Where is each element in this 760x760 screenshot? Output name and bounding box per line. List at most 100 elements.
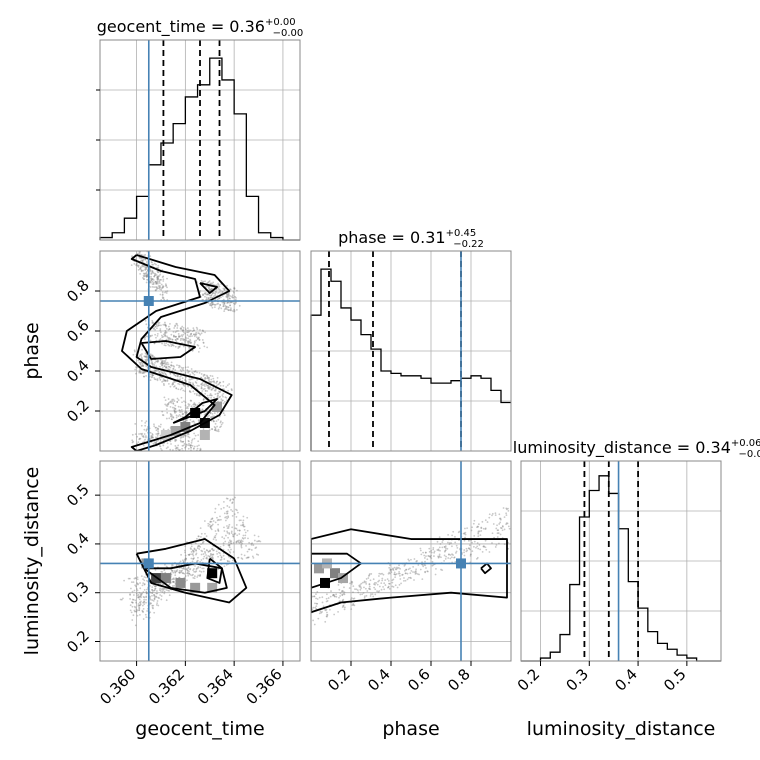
scatter-point [215,539,217,541]
scatter-point [145,595,148,598]
scatter-point [155,286,158,289]
scatter-point [135,372,137,375]
scatter-point [234,527,237,530]
scatter-point [193,568,195,570]
scatter-point [146,261,148,264]
scatter-point [211,547,214,550]
scatter-point [193,343,196,345]
scatter-point [178,571,181,574]
scatter-point [174,571,177,574]
scatter-point [162,444,165,447]
scatter-point [154,325,157,328]
scatter-point [138,371,141,374]
y-tick-label-phase: 0.8 [63,276,93,306]
scatter-point [181,413,184,416]
scatter-point [151,321,154,324]
scatter-point [379,573,382,575]
scatter-point [216,395,219,398]
scatter-point [174,374,177,377]
scatter-point [158,275,160,277]
scatter-point [172,344,175,347]
scatter-point [171,344,174,346]
scatter-point [209,411,212,414]
scatter-point [149,431,152,434]
scatter-point [211,412,214,415]
scatter-point [156,592,159,595]
scatter-point [150,435,153,437]
scatter-point [215,533,218,535]
scatter-point [162,285,165,288]
scatter-point [225,295,228,298]
scatter-point [242,523,245,526]
scatter-point [333,613,336,616]
scatter-point [401,574,404,576]
scatter-point [242,534,245,537]
scatter-point [200,570,203,573]
scatter-point [181,401,183,404]
scatter-point [155,282,157,285]
scatter-point [205,554,207,556]
scatter-point [186,341,189,344]
scatter-point [199,447,202,450]
scatter-point [174,574,177,577]
scatter-point [414,570,417,572]
scatter-point [208,380,210,382]
scatter-point [401,573,404,576]
scatter-point [129,597,131,600]
scatter-point [425,567,427,569]
scatter-point [137,266,140,268]
scatter-point [171,338,174,341]
scatter-point [186,433,189,436]
scatter-point [163,298,166,301]
scatter-point [362,592,365,594]
scatter-point [326,614,329,616]
scatter-point [230,309,232,312]
scatter-point [153,440,156,443]
scatter-point [156,276,159,279]
scatter-point [206,416,209,418]
scatter-point [407,558,410,561]
scatter-point [180,327,183,330]
scatter-point [198,385,200,387]
scatter-point [169,401,172,403]
scatter-point [377,591,380,593]
scatter-point [325,597,328,600]
scatter-point [441,541,444,544]
scatter-point [134,433,137,436]
scatter-point [214,294,216,297]
scatter-point [200,543,202,546]
scatter-point [198,545,201,547]
scatter-point [170,418,173,420]
scatter-point [228,291,231,294]
scatter-point [491,532,494,535]
scatter-point [137,247,139,249]
scatter-point [159,362,162,365]
scatter-point [211,380,214,383]
scatter-point [431,564,434,567]
scatter-point [144,268,147,271]
scatter-point [168,582,171,585]
scatter-point [155,288,158,291]
scatter-point [244,537,246,539]
scatter-point [151,319,154,322]
scatter-point [145,428,148,431]
scatter-point [173,381,175,383]
scatter-point [153,275,156,278]
scatter-point [153,589,156,592]
scatter-point [226,384,229,387]
scatter-point [140,594,143,597]
scatter-point [378,585,381,588]
scatter-point [157,432,160,435]
scatter-point [350,580,353,583]
scatter-point [185,419,188,422]
scatter-point [166,442,169,445]
scatter-point [395,573,398,575]
scatter-point [388,566,391,569]
scatter-point [161,291,164,294]
scatter-point [161,276,164,279]
scatter-point [184,558,187,561]
scatter-point [443,559,446,562]
scatter-point [163,365,166,367]
scatter-point [182,559,184,562]
scatter-point [332,593,335,596]
